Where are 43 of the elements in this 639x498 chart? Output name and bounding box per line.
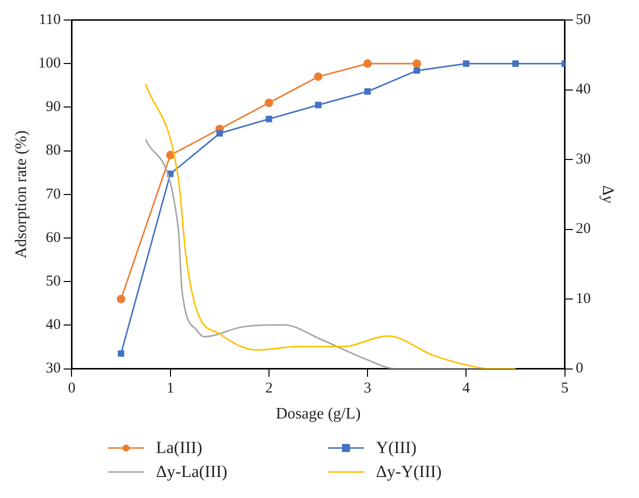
point bbox=[512, 60, 519, 67]
point bbox=[314, 72, 322, 81]
point bbox=[363, 59, 372, 68]
x-tick-label: 4 bbox=[462, 380, 470, 397]
y2-tick-label: 20 bbox=[576, 221, 591, 238]
y-tick-label: 50 bbox=[46, 274, 61, 290]
point bbox=[315, 102, 322, 108]
x-axis-title: Dosage (g/L) bbox=[276, 406, 361, 423]
y-tick-label: 30 bbox=[46, 360, 61, 377]
point bbox=[264, 98, 274, 108]
point bbox=[118, 350, 124, 357]
point bbox=[166, 150, 175, 160]
point bbox=[414, 67, 420, 74]
x-tick-label: 2 bbox=[265, 380, 273, 397]
legend-label: Y(III) bbox=[376, 438, 417, 458]
y-tick-label: 90 bbox=[46, 99, 61, 116]
y2-tick-label: 10 bbox=[576, 290, 591, 307]
y-tick-label: 100 bbox=[38, 56, 61, 72]
y-tick-label: 70 bbox=[46, 186, 61, 202]
y-tick-label: 80 bbox=[46, 142, 61, 159]
y-tick-label: 40 bbox=[46, 317, 61, 334]
legend-label: Δy-La(III) bbox=[156, 462, 228, 482]
legend-label: Δy-Y(III) bbox=[376, 462, 442, 482]
legend-label: La(III) bbox=[156, 438, 202, 458]
x-tick-label: 0 bbox=[68, 380, 76, 397]
y2-tick-label: 0 bbox=[576, 360, 584, 377]
y-axis-title: Adsorption rate (%) bbox=[12, 130, 30, 258]
x-tick-label: 3 bbox=[364, 380, 372, 397]
y2-tick-label: 50 bbox=[576, 12, 591, 28]
y-tick-label: 60 bbox=[46, 230, 61, 246]
point bbox=[216, 130, 223, 137]
point bbox=[462, 60, 470, 67]
line-series bbox=[144, 83, 516, 369]
x-tick-label: 1 bbox=[166, 380, 174, 397]
point bbox=[364, 88, 371, 95]
y-tick-label: 110 bbox=[38, 12, 61, 28]
y2-tick-label: 40 bbox=[576, 82, 591, 98]
point bbox=[412, 59, 422, 68]
point bbox=[116, 294, 126, 304]
y2-tick-label: 30 bbox=[576, 151, 591, 168]
y2-axis-title: Δy bbox=[599, 185, 616, 204]
x-tick-label: 5 bbox=[561, 380, 569, 397]
point bbox=[266, 116, 272, 122]
